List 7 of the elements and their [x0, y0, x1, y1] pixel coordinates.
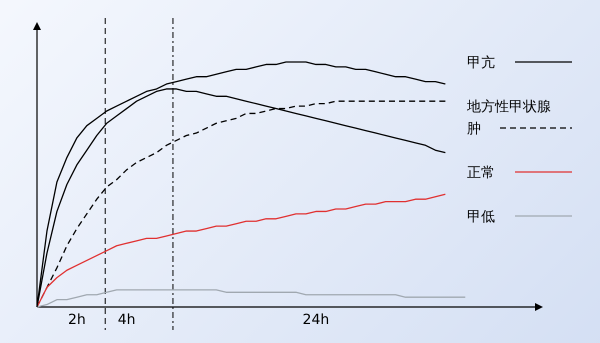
- x-tick-label: 24h: [302, 312, 330, 328]
- legend-label: 甲亢: [467, 55, 495, 71]
- legend-label: 甲低: [467, 209, 495, 225]
- x-tick-label: 2h: [68, 312, 86, 328]
- legend-label: 正常: [467, 165, 495, 181]
- series-label: 地方性甲状腺肿: [466, 99, 551, 137]
- x-tick-label: 4h: [118, 312, 136, 328]
